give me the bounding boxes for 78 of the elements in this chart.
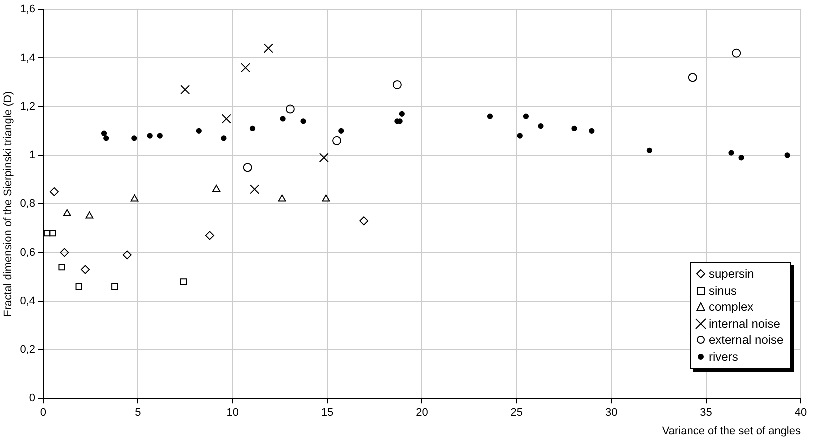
point — [112, 283, 118, 290]
point — [538, 124, 544, 130]
point — [523, 114, 530, 120]
point — [280, 116, 286, 122]
x-tick-label: 30 — [606, 407, 618, 420]
point — [338, 128, 344, 134]
point — [101, 130, 108, 136]
point — [180, 278, 188, 286]
legend-label: external noise — [709, 333, 784, 348]
legend-label: supersin — [709, 267, 754, 282]
y-tick-label: 1,6 — [20, 4, 36, 16]
x-axis-title: Variance of the set of angles — [662, 425, 802, 438]
point — [60, 248, 70, 258]
point — [688, 73, 698, 82]
point — [81, 265, 90, 274]
y-tick-label: 1,4 — [20, 52, 36, 64]
y-tick-label: 1,2 — [20, 100, 36, 113]
point — [278, 194, 286, 202]
point — [132, 136, 138, 142]
point — [196, 128, 202, 134]
point — [222, 114, 232, 124]
x-tick-label: 35 — [700, 407, 712, 420]
point — [130, 194, 139, 202]
x-tick-label: 0 — [40, 407, 47, 420]
legend-label: sinus — [709, 284, 738, 298]
point — [487, 114, 494, 120]
point — [243, 163, 252, 172]
point — [300, 118, 306, 124]
point — [241, 63, 250, 73]
y-tick-label: 1 — [29, 150, 36, 162]
y-axis-title: Fractal dimension of the Sierpinski triangle (D) — [2, 91, 15, 317]
point — [572, 126, 578, 132]
point — [50, 230, 56, 237]
point — [63, 209, 72, 216]
legend-label: internal noise — [709, 316, 780, 331]
legend-label: rivers — [709, 350, 738, 364]
x-tick-label: 5 — [135, 407, 142, 420]
y-tick-label: 0,8 — [20, 198, 36, 210]
x-tick-label: 25 — [510, 407, 524, 420]
point — [157, 133, 163, 139]
y-tick-label: 0,6 — [20, 246, 36, 259]
point — [76, 283, 82, 290]
point — [646, 148, 652, 154]
point — [250, 126, 256, 132]
point — [264, 44, 274, 54]
y-tick-label: 0,2 — [20, 344, 36, 356]
point — [250, 184, 260, 194]
point — [738, 155, 744, 161]
point — [180, 85, 190, 95]
point — [589, 128, 595, 134]
x-tick-label: 20 — [416, 407, 428, 420]
point — [86, 212, 94, 219]
point — [319, 153, 329, 163]
point — [392, 80, 402, 90]
point — [332, 136, 342, 146]
point — [221, 136, 227, 142]
point — [517, 133, 523, 139]
point — [122, 250, 132, 260]
point — [399, 111, 405, 117]
point — [728, 150, 734, 156]
y-tick-label: 0,4 — [20, 295, 36, 308]
point — [58, 264, 66, 271]
point — [50, 187, 59, 196]
point — [104, 136, 110, 142]
point — [732, 48, 742, 58]
point — [44, 230, 51, 237]
x-tick-label: 40 — [794, 407, 808, 420]
point — [147, 133, 153, 139]
x-tick-label: 15 — [321, 407, 334, 420]
y-tick-label: 0 — [29, 392, 36, 405]
point — [360, 216, 369, 226]
point — [212, 185, 221, 192]
point — [784, 152, 790, 158]
legend-label: complex — [709, 300, 754, 314]
x-tick-label: 10 — [226, 407, 239, 420]
point — [205, 231, 214, 240]
point — [286, 104, 295, 114]
point — [322, 194, 330, 202]
